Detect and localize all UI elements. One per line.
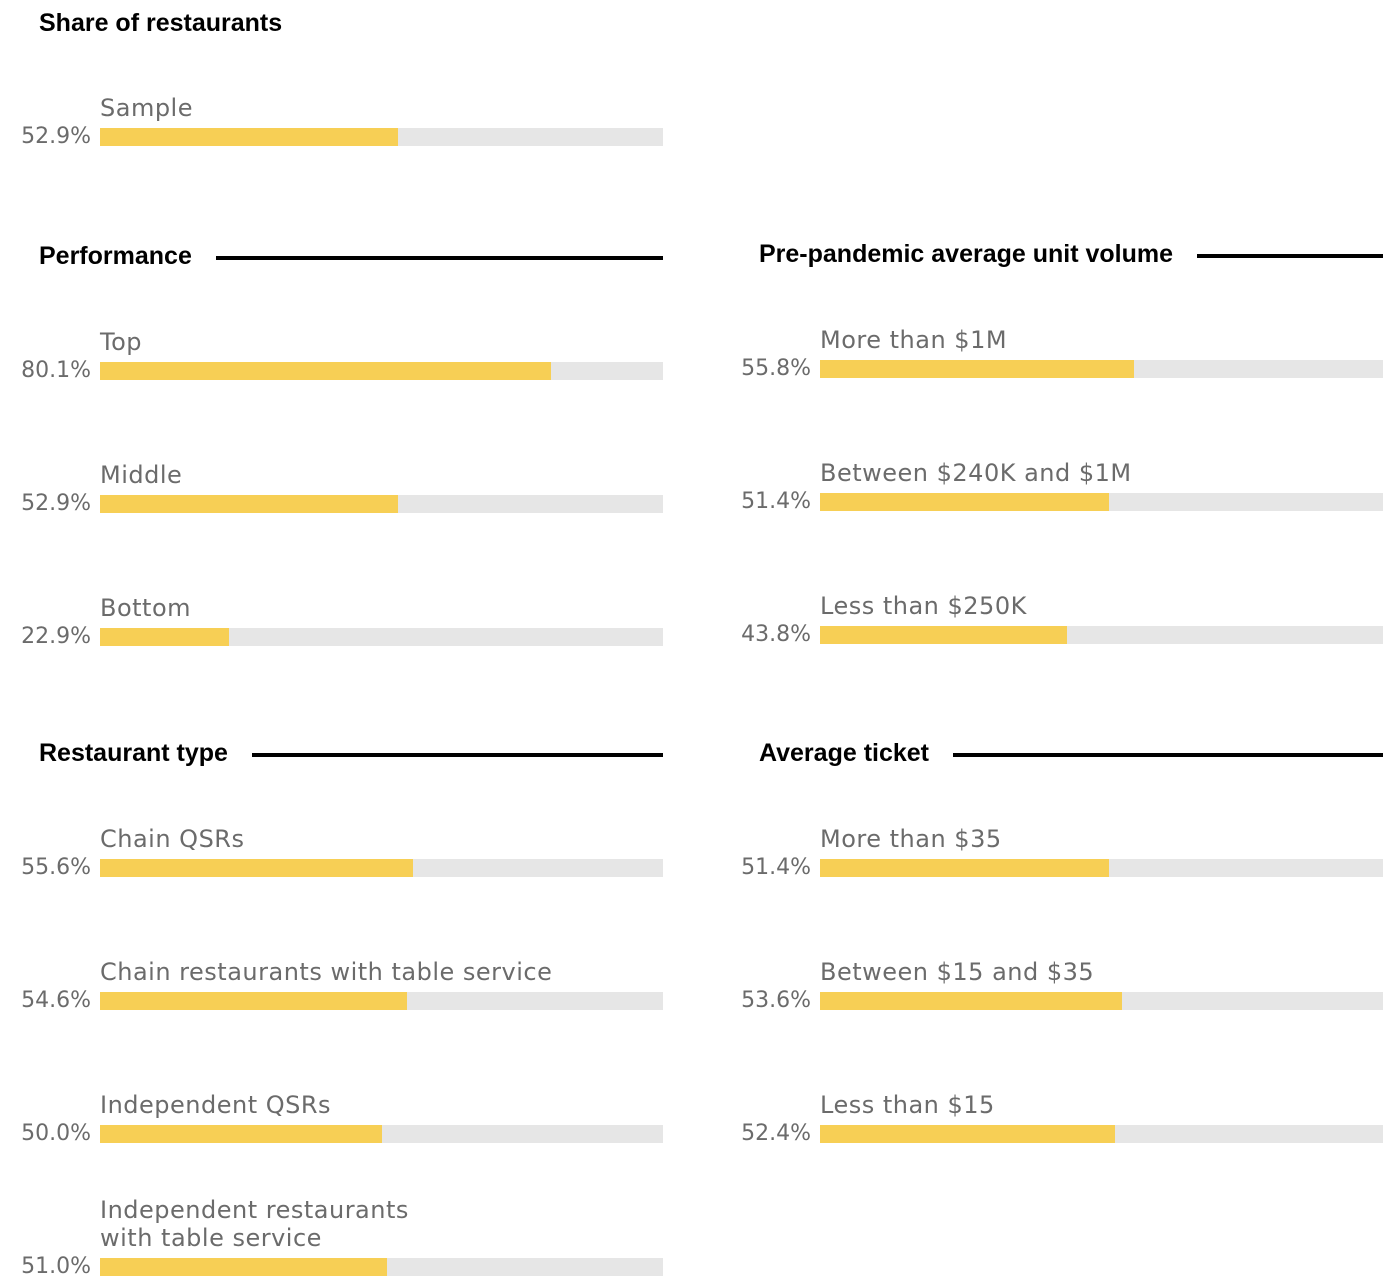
bar-track bbox=[100, 362, 663, 380]
category-label: More than $1M bbox=[820, 326, 1008, 354]
value-label: 54.6% bbox=[21, 988, 91, 1013]
category-label: More than $35 bbox=[820, 825, 1002, 853]
section-title-type: Restaurant type bbox=[39, 739, 228, 767]
bar bbox=[100, 128, 398, 146]
bar bbox=[100, 495, 398, 513]
value-label: 55.8% bbox=[741, 356, 811, 381]
section-rule-type bbox=[251, 753, 663, 757]
bar bbox=[820, 626, 1067, 644]
bar-track bbox=[100, 1125, 663, 1143]
category-label: Between $240K and $1M bbox=[820, 459, 1132, 487]
category-label: Chain restaurants with table service bbox=[100, 958, 553, 986]
bar bbox=[100, 992, 408, 1010]
category-label: Less than $250K bbox=[820, 592, 1027, 620]
bar-track bbox=[820, 859, 1383, 877]
section-title-ticket: Average ticket bbox=[759, 739, 929, 767]
bar-track bbox=[100, 992, 663, 1010]
value-label: 51.4% bbox=[741, 489, 811, 514]
bar-track bbox=[100, 495, 663, 513]
value-label: 51.4% bbox=[741, 855, 811, 880]
bar bbox=[820, 1125, 1115, 1143]
section-rule-auv bbox=[1197, 254, 1383, 258]
bar bbox=[820, 360, 1135, 378]
bar bbox=[100, 859, 414, 877]
value-label: 43.8% bbox=[741, 622, 811, 647]
category-label: Independent restaurants with table servi… bbox=[100, 1196, 409, 1252]
bar-track bbox=[820, 1125, 1383, 1143]
value-label: 80.1% bbox=[21, 358, 91, 383]
section-title-performance: Performance bbox=[39, 242, 192, 270]
bar-track bbox=[820, 626, 1383, 644]
section-title-overall: Share of restaurants bbox=[39, 9, 283, 37]
value-label: 22.9% bbox=[21, 624, 91, 649]
category-label: Top bbox=[100, 328, 142, 356]
bar-track bbox=[820, 493, 1383, 511]
category-label: Bottom bbox=[100, 594, 192, 622]
value-label: 53.6% bbox=[741, 988, 811, 1013]
category-label: Between $15 and $35 bbox=[820, 958, 1095, 986]
value-label: 55.6% bbox=[21, 855, 91, 880]
bar-track bbox=[100, 128, 663, 146]
bar-track bbox=[100, 859, 663, 877]
bar-track bbox=[100, 1258, 663, 1276]
bar bbox=[100, 1125, 382, 1143]
bar-track bbox=[820, 992, 1383, 1010]
value-label: 50.0% bbox=[21, 1121, 91, 1146]
category-label: Sample bbox=[100, 94, 193, 122]
bar bbox=[820, 859, 1110, 877]
value-label: 52.9% bbox=[21, 491, 91, 516]
category-label: Independent QSRs bbox=[100, 1091, 332, 1119]
value-label: 52.4% bbox=[741, 1121, 811, 1146]
bar bbox=[100, 362, 551, 380]
section-rule-ticket bbox=[953, 753, 1383, 757]
bar bbox=[820, 992, 1122, 1010]
category-label: Chain QSRs bbox=[100, 825, 245, 853]
section-rule-performance bbox=[215, 256, 663, 260]
bar bbox=[820, 493, 1110, 511]
value-label: 51.0% bbox=[21, 1254, 91, 1279]
value-label: 52.9% bbox=[21, 124, 91, 149]
category-label: Middle bbox=[100, 461, 183, 489]
bar bbox=[100, 1258, 388, 1276]
bar bbox=[100, 628, 229, 646]
category-label: Less than $15 bbox=[820, 1091, 995, 1119]
section-title-auv: Pre-pandemic average unit volume bbox=[759, 240, 1174, 268]
bar-track bbox=[820, 360, 1383, 378]
bar-track bbox=[100, 628, 663, 646]
